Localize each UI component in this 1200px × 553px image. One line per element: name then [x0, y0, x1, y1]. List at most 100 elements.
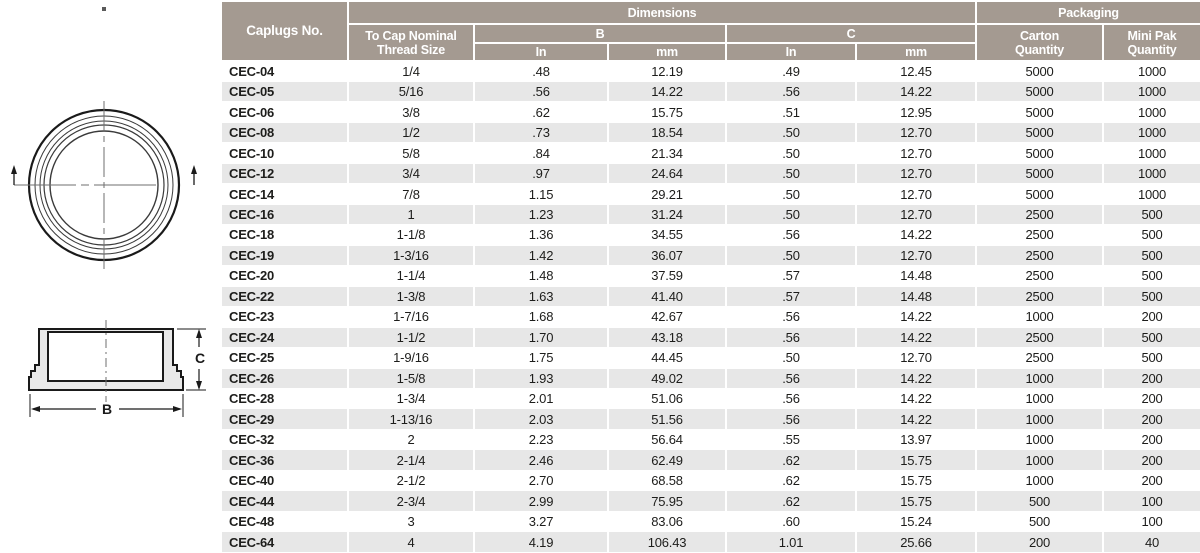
caplugs-no-cell: CEC-28 [220, 387, 349, 410]
c-mm-cell: 15.75 [855, 490, 977, 512]
c-in-cell: .51 [725, 101, 857, 123]
caplugs-no-cell: CEC-12 [220, 162, 349, 185]
b-mm-cell: 41.40 [607, 285, 727, 308]
table-row: CEC-24 1-1/2 1.70 43.18.56 14.22 2500 500 [220, 326, 1200, 349]
c-dimension-label: C [195, 350, 205, 366]
mini-pak-qty-cell: 200 [1101, 367, 1200, 390]
table-row: CEC-64 4 4.19 106.43 1.01 25.66 200 40 [220, 531, 1200, 553]
carton-qty-cell: 5000 [975, 101, 1104, 123]
c-in-cell: .50 [725, 203, 857, 226]
carton-qty-cell: 2500 [975, 326, 1104, 349]
b-mm-cell: 42.67 [607, 306, 727, 328]
thread-size-cell: 3 [347, 510, 475, 533]
mini-pak-qty-cell: 1000 [1101, 183, 1200, 205]
header-c-mm: mm [855, 42, 977, 62]
b-in-cell: 1.68 [473, 306, 609, 328]
mini-pak-qty-cell: 500 [1101, 285, 1200, 308]
b-mm-cell: 62.49 [607, 449, 727, 471]
mini-pak-qty-cell: 40 [1101, 531, 1200, 553]
cap-drawings: C B [11, 101, 206, 417]
b-in-cell: 2.01 [473, 387, 609, 410]
caplugs-no-cell: CEC-24 [220, 326, 349, 349]
carton-qty-cell: 5000 [975, 142, 1104, 164]
caplugs-no-cell: CEC-29 [220, 408, 349, 430]
b-in-cell: 4.19 [473, 531, 609, 553]
table-row: CEC-23 1-7/16 1.68 42.67.56 14.22 1000 200 [220, 306, 1200, 328]
carton-qty-cell: 2500 [975, 203, 1104, 226]
c-mm-cell: 12.70 [855, 121, 977, 144]
c-in-cell: .50 [725, 142, 857, 164]
b-in-cell: .73 [473, 121, 609, 144]
b-in-cell: 2.70 [473, 469, 609, 492]
b-mm-cell: 15.75 [607, 101, 727, 123]
table-row: CEC-36 2-1/4 2.46 62.49.62 15.75 1000 200 [220, 449, 1200, 471]
caplugs-no-cell: CEC-48 [220, 510, 349, 533]
c-mm-cell: 14.22 [855, 367, 977, 390]
section-arrow-left [11, 165, 17, 185]
thread-size-cell: 1-1/2 [347, 326, 475, 349]
c-in-cell: .56 [725, 80, 857, 103]
mini-pak-qty-cell: 200 [1101, 387, 1200, 410]
carton-qty-cell: 200 [975, 531, 1104, 553]
caplugs-no-cell: CEC-44 [220, 490, 349, 512]
b-dimension [29, 394, 184, 417]
b-mm-cell: 43.18 [607, 326, 727, 349]
thread-size-cell: 1-5/8 [347, 367, 475, 390]
section-arrow-right [191, 165, 197, 185]
b-mm-cell: 29.21 [607, 183, 727, 205]
c-in-cell: .50 [725, 162, 857, 185]
table-row: CEC-08 1/2.73 18.54.50 12.70 5000 1000 [220, 121, 1200, 144]
thread-size-cell: 5/8 [347, 142, 475, 164]
header-carton-quantity: Carton Quantity [975, 23, 1104, 62]
c-mm-cell: 12.45 [855, 60, 977, 82]
table-row: CEC-14 7/8 1.15 29.21.50 12.70 5000 1000 [220, 183, 1200, 205]
b-in-cell: .48 [473, 60, 609, 82]
carton-qty-cell: 500 [975, 490, 1104, 512]
c-mm-cell: 14.22 [855, 224, 977, 246]
caplugs-no-cell: CEC-19 [220, 244, 349, 267]
c-mm-cell: 14.22 [855, 306, 977, 328]
b-in-cell: 2.46 [473, 449, 609, 471]
thread-size-cell: 5/16 [347, 80, 475, 103]
header-c-in: In [725, 42, 857, 62]
mini-pak-qty-cell: 1000 [1101, 80, 1200, 103]
b-mm-cell: 51.06 [607, 387, 727, 410]
mini-pak-qty-cell: 500 [1101, 203, 1200, 226]
caplugs-no-cell: CEC-18 [220, 224, 349, 246]
spec-table: Caplugs No. Dimensions Packaging To Cap … [220, 0, 1200, 553]
caplugs-no-cell: CEC-25 [220, 347, 349, 369]
table-row: CEC-29 1-13/16 2.03 51.56.56 14.22 1000 200 [220, 408, 1200, 430]
table-row: CEC-16 1 1.23 31.24.50 12.70 2500 500 [220, 203, 1200, 226]
mini-pak-qty-cell: 100 [1101, 490, 1200, 512]
carton-qty-cell: 1000 [975, 306, 1104, 328]
table-row: CEC-28 1-3/4 2.01 51.06.56 14.22 1000 200 [220, 387, 1200, 410]
table-row: CEC-25 1-9/16 1.75 44.45.50 12.70 2500 500 [220, 347, 1200, 369]
mini-pak-qty-cell: 200 [1101, 306, 1200, 328]
b-mm-cell: 56.64 [607, 428, 727, 451]
thread-size-cell: 2-1/4 [347, 449, 475, 471]
thread-size-cell: 1/2 [347, 121, 475, 144]
carton-qty-cell: 2500 [975, 244, 1104, 267]
carton-qty-cell: 1000 [975, 449, 1104, 471]
thread-size-cell: 1 [347, 203, 475, 226]
c-in-cell: .62 [725, 469, 857, 492]
mini-pak-qty-cell: 200 [1101, 469, 1200, 492]
carton-qty-cell: 5000 [975, 80, 1104, 103]
c-in-cell: .56 [725, 387, 857, 410]
b-mm-cell: 37.59 [607, 265, 727, 287]
mini-pak-qty-cell: 1000 [1101, 60, 1200, 82]
b-mm-cell: 21.34 [607, 142, 727, 164]
table-row: CEC-04 1/4.48 12.19.49 12.45 5000 1000 [220, 60, 1200, 82]
c-mm-cell: 14.22 [855, 80, 977, 103]
carton-qty-cell: 1000 [975, 428, 1104, 451]
table-row: CEC-18 1-1/8 1.36 34.55.56 14.22 2500 500 [220, 224, 1200, 246]
b-in-cell: .62 [473, 101, 609, 123]
table-body: CEC-04 1/4.48 12.19.49 12.45 5000 1000 CEC-05 5… [220, 60, 1200, 553]
table-row: CEC-32 2 2.23 56.64.55 13.97 1000 200 [220, 428, 1200, 451]
c-mm-cell: 25.66 [855, 531, 977, 553]
table-row: CEC-05 5/16.56 14.22.56 14.22 5000 1000 [220, 80, 1200, 103]
thread-size-cell: 1-7/16 [347, 306, 475, 328]
b-mm-cell: 18.54 [607, 121, 727, 144]
header-thread-size: To Cap Nominal Thread Size [347, 23, 475, 62]
thread-size-cell: 1-9/16 [347, 347, 475, 369]
